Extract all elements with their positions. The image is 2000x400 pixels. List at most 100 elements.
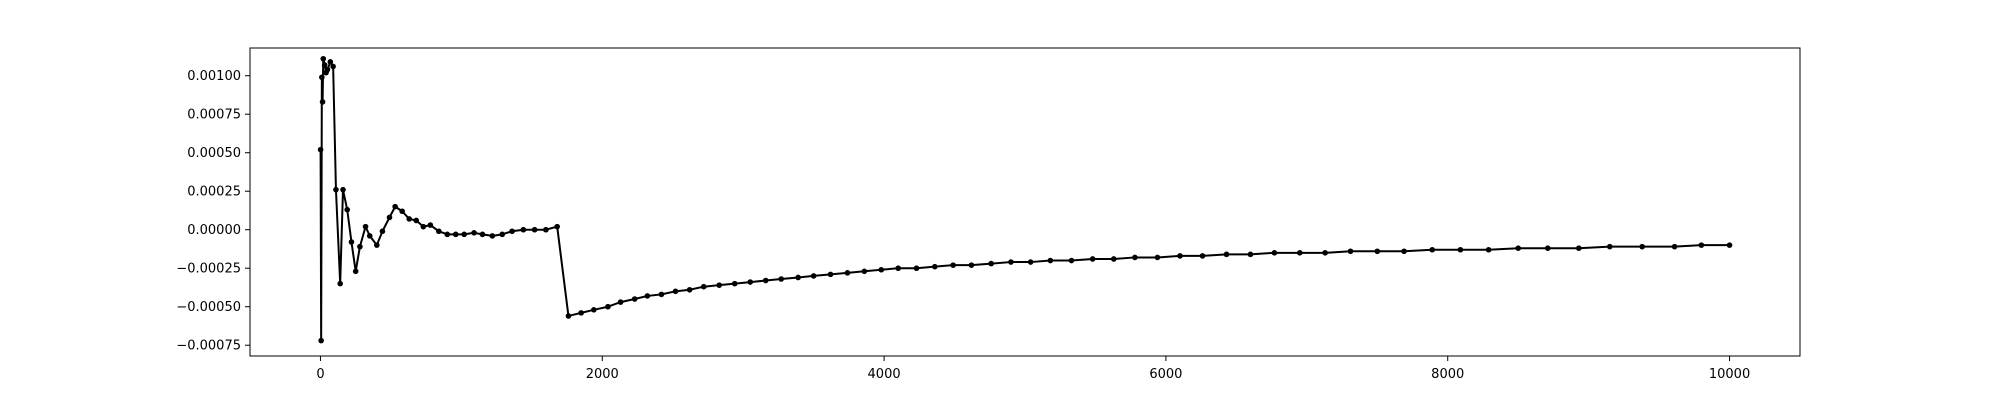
data-point bbox=[543, 226, 549, 233]
data-point bbox=[1177, 253, 1183, 259]
data-point bbox=[1110, 256, 1117, 262]
x-tick-label: 0 bbox=[316, 367, 324, 382]
data-point bbox=[1374, 248, 1381, 255]
x-tick-label: 4000 bbox=[868, 367, 901, 382]
y-tick-label: 0.00075 bbox=[187, 108, 241, 123]
data-point bbox=[471, 230, 477, 236]
data-point bbox=[1027, 259, 1034, 265]
data-point bbox=[778, 276, 785, 282]
series-line bbox=[319, 57, 1730, 342]
data-point bbox=[968, 262, 975, 268]
data-point bbox=[827, 271, 834, 278]
data-point bbox=[327, 59, 334, 65]
x-tick-label: 6000 bbox=[1149, 367, 1182, 382]
data-point bbox=[1322, 250, 1328, 256]
data-point bbox=[379, 228, 386, 235]
data-point bbox=[324, 66, 331, 73]
data-point bbox=[362, 223, 369, 230]
data-point bbox=[427, 222, 434, 228]
data-point bbox=[321, 62, 328, 68]
data-point bbox=[1429, 246, 1436, 253]
data-point bbox=[591, 307, 597, 313]
data-point bbox=[489, 233, 496, 239]
data-point bbox=[1089, 256, 1096, 262]
data-point bbox=[644, 293, 651, 299]
data-point bbox=[658, 291, 665, 298]
data-point bbox=[1606, 243, 1613, 250]
data-point bbox=[1247, 251, 1254, 258]
data-point bbox=[895, 265, 901, 272]
data-point bbox=[1457, 246, 1464, 253]
data-point bbox=[1698, 242, 1705, 248]
data-point bbox=[762, 277, 769, 284]
plot-frame bbox=[249, 47, 1801, 357]
data-point bbox=[1047, 257, 1054, 264]
data-point bbox=[413, 217, 420, 224]
series-layer bbox=[317, 55, 1733, 344]
data-point bbox=[686, 286, 693, 293]
data-point bbox=[1575, 245, 1582, 251]
data-point bbox=[366, 233, 373, 239]
plot-background bbox=[250, 48, 1800, 356]
data-point bbox=[1296, 250, 1303, 256]
y-axis: −0.00075 −0.00050 −0.00025 0.00000 0.00025 0.… bbox=[176, 69, 250, 354]
data-point bbox=[1132, 254, 1138, 261]
data-point bbox=[950, 262, 956, 268]
data-point bbox=[392, 203, 398, 210]
data-point bbox=[1485, 246, 1492, 253]
data-point bbox=[1154, 254, 1161, 261]
data-point bbox=[406, 216, 413, 222]
x-tick-label: 10000 bbox=[1709, 367, 1750, 382]
data-point bbox=[479, 231, 486, 238]
data-point bbox=[700, 283, 707, 290]
data-point bbox=[320, 55, 327, 62]
y-tick-label: −0.00025 bbox=[176, 262, 241, 277]
data-point bbox=[1401, 248, 1407, 255]
data-point bbox=[1199, 253, 1206, 259]
data-point bbox=[1223, 251, 1230, 258]
x-tick-label: 8000 bbox=[1431, 367, 1464, 382]
data-point bbox=[861, 268, 868, 275]
y-tick-label: −0.00075 bbox=[176, 339, 241, 354]
data-point bbox=[1639, 243, 1645, 250]
data-point bbox=[672, 288, 679, 295]
data-point bbox=[1726, 242, 1733, 248]
data-point bbox=[452, 231, 459, 238]
data-point bbox=[337, 280, 343, 287]
data-point bbox=[988, 260, 994, 267]
data-point bbox=[344, 206, 351, 213]
series bbox=[317, 55, 1733, 344]
data-point bbox=[578, 310, 584, 316]
data-point bbox=[319, 74, 325, 81]
data-point bbox=[554, 223, 560, 230]
y-tick-label: 0.00100 bbox=[187, 69, 241, 84]
data-point bbox=[499, 231, 506, 238]
data-point bbox=[605, 303, 611, 310]
data-point bbox=[631, 296, 638, 302]
data-point bbox=[340, 186, 346, 193]
y-tick-label: 0.00025 bbox=[187, 185, 241, 200]
data-point bbox=[565, 313, 572, 319]
data-point bbox=[1068, 257, 1075, 264]
data-point bbox=[348, 239, 355, 245]
data-point bbox=[913, 265, 920, 272]
data-point bbox=[444, 231, 451, 238]
data-point bbox=[617, 299, 624, 305]
x-tick-label: 2000 bbox=[586, 367, 619, 382]
data-point bbox=[317, 146, 324, 153]
data-point bbox=[810, 273, 817, 279]
data-point bbox=[461, 231, 467, 238]
y-tick-label: 0.00050 bbox=[187, 146, 241, 161]
data-point bbox=[509, 228, 515, 235]
x-axis: 0 2000 4000 6000 8000 10000 bbox=[316, 356, 1750, 382]
y-tick-label: −0.00050 bbox=[176, 300, 241, 315]
data-point bbox=[333, 186, 339, 193]
data-point bbox=[352, 268, 359, 275]
data-point bbox=[330, 63, 336, 70]
data-point bbox=[1515, 245, 1521, 251]
data-point bbox=[878, 266, 885, 273]
data-point bbox=[1544, 245, 1551, 251]
data-point bbox=[747, 279, 754, 285]
